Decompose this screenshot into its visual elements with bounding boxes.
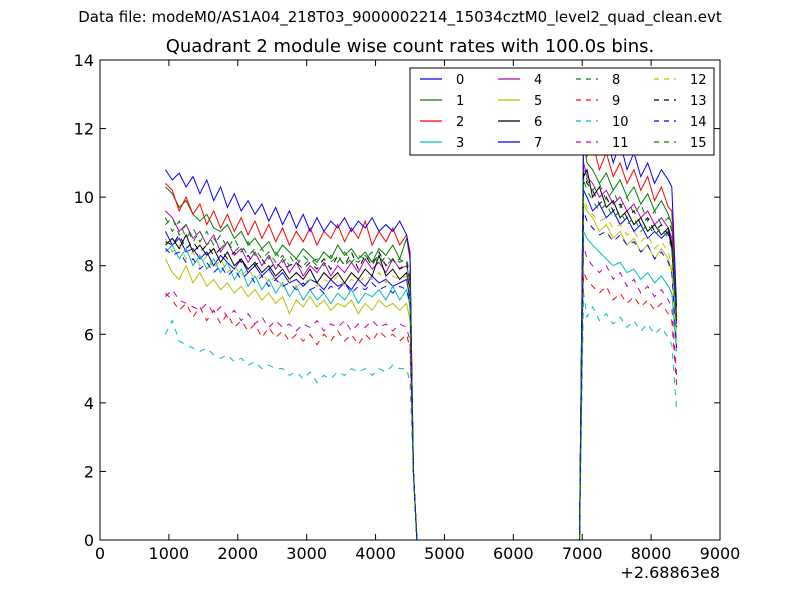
series-line-3 xyxy=(165,231,678,541)
plot-frame xyxy=(99,59,721,541)
legend-label-2: 2 xyxy=(456,115,464,130)
series-layer xyxy=(164,127,678,541)
series-line-1 xyxy=(165,142,678,541)
x-tick-label: 5000 xyxy=(424,544,465,563)
legend-label-8: 8 xyxy=(612,73,620,88)
y-tick-label: 8 xyxy=(84,257,94,276)
series-line-5 xyxy=(164,203,678,541)
legend-label-7: 7 xyxy=(534,136,542,151)
axis-ticks: 0 1000 2000 3000 4000 5000 6000 7000 8000 9000 0 2 4… xyxy=(74,51,741,563)
legend-label-14: 14 xyxy=(690,115,707,130)
series-line-7 xyxy=(164,127,678,541)
x-tick-label: 2000 xyxy=(217,544,258,563)
legend-label-6: 6 xyxy=(534,115,542,130)
legend-label-12: 12 xyxy=(690,73,707,88)
x-tick-label: 7000 xyxy=(562,544,603,563)
y-tick-label: 2 xyxy=(84,462,94,481)
legend-label-1: 1 xyxy=(456,94,464,109)
x-tick-label: 0 xyxy=(95,544,105,563)
legend-label-3: 3 xyxy=(456,136,464,151)
figure-suptitle: Data file: modeM0/AS1A04_218T03_90000022… xyxy=(78,8,722,26)
legend-label-10: 10 xyxy=(612,115,629,130)
y-tick-label: 4 xyxy=(84,394,94,413)
series-line-8 xyxy=(164,169,678,541)
y-tick-label: 10 xyxy=(74,188,94,207)
y-tick-label: 6 xyxy=(84,325,94,344)
y-tick-label: 12 xyxy=(74,120,94,139)
series-line-10 xyxy=(164,293,678,541)
legend-label-9: 9 xyxy=(612,94,620,109)
series-line-12 xyxy=(164,196,678,541)
series-line-13 xyxy=(165,172,678,541)
x-tick-label: 6000 xyxy=(493,544,534,563)
series-line-6 xyxy=(165,168,678,541)
x-tick-label: 8000 xyxy=(631,544,672,563)
y-tick-label: 14 xyxy=(74,51,94,70)
x-offset-text: +2.68863e8 xyxy=(620,563,720,582)
x-tick-label: 9000 xyxy=(700,544,741,563)
legend-label-13: 13 xyxy=(690,94,707,109)
legend-label-11: 11 xyxy=(612,136,629,151)
series-line-9 xyxy=(165,272,678,541)
legend-label-15: 15 xyxy=(690,136,707,151)
y-tick-label: 0 xyxy=(84,531,94,550)
legend-label-5: 5 xyxy=(534,94,542,109)
x-tick-label: 1000 xyxy=(149,544,190,563)
legend-box xyxy=(409,67,715,156)
legend-label-0: 0 xyxy=(456,73,464,88)
chart-title: Quadrant 2 module wise count rates with … xyxy=(165,36,655,57)
x-tick-label: 3000 xyxy=(286,544,327,563)
series-line-0 xyxy=(164,190,678,541)
legend-label-4: 4 xyxy=(534,73,542,88)
series-line-15 xyxy=(165,179,678,541)
series-line-11 xyxy=(165,244,678,541)
series-line-2 xyxy=(165,135,678,541)
x-tick-label: 4000 xyxy=(355,544,396,563)
